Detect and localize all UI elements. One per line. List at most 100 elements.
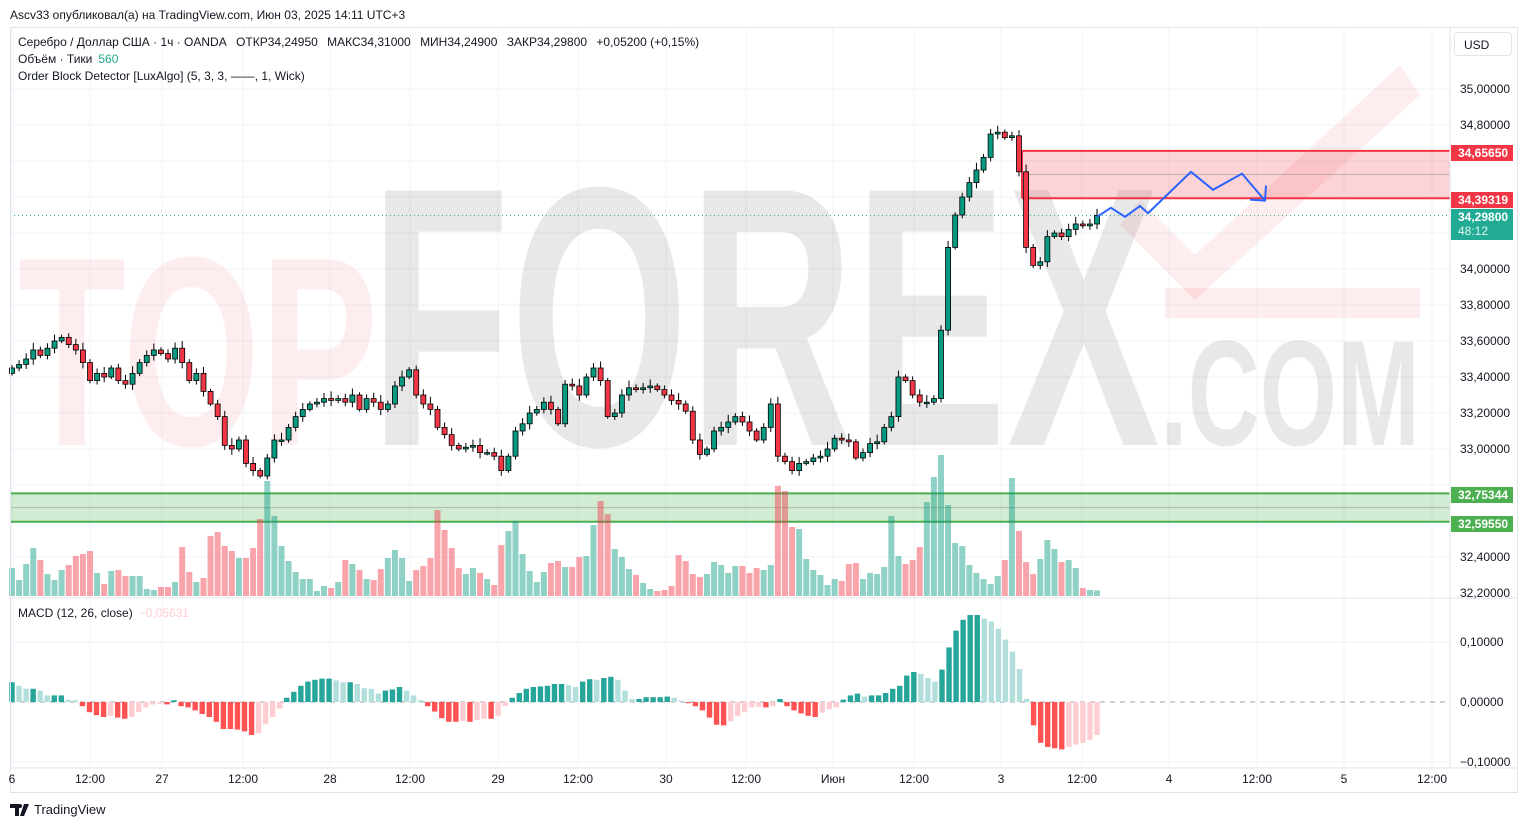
candle (505, 453, 512, 473)
macd-legend: MACD (12, 26, close) −0,05631 (18, 606, 195, 620)
candle-body (675, 399, 682, 405)
currency-button[interactable]: USD (1454, 32, 1512, 56)
candle (448, 428, 455, 451)
volume-bar (491, 585, 498, 596)
candle (434, 405, 441, 431)
candle (101, 366, 108, 383)
candle-body (179, 347, 186, 364)
volume-bar (576, 557, 583, 596)
candle-body (129, 372, 136, 385)
volume-bar (774, 486, 781, 596)
volume-bar (285, 561, 292, 596)
candle (65, 333, 72, 348)
candle (732, 413, 739, 425)
candle (200, 366, 207, 397)
volume-bar (682, 561, 689, 596)
macd-bar (453, 702, 459, 722)
candle (136, 359, 143, 377)
candle (186, 359, 193, 384)
indicator-legend[interactable]: Order Block Detector [LuxAlgo] (5, 3, 3,… (18, 69, 305, 83)
macd-bar (157, 702, 163, 704)
candle-body (597, 367, 604, 382)
candle (37, 346, 44, 359)
macd-bar (530, 687, 537, 702)
volume-bar (72, 556, 79, 596)
macd-label[interactable]: MACD (12, 26, close) (18, 606, 133, 620)
macd-bar (932, 681, 938, 702)
volume-bar (987, 584, 994, 596)
tradingview-logo[interactable]: TradingView (10, 802, 106, 817)
macd-bar (622, 690, 628, 702)
candle-body (654, 385, 661, 390)
candle (597, 361, 604, 386)
macd-bar (1087, 702, 1093, 740)
macd-tick: −0,10000 (1460, 755, 1511, 769)
symbol-name[interactable]: Серебро / Доллар США · 1ч · OANDA (18, 35, 227, 49)
candle (980, 153, 987, 173)
candle-body (661, 389, 668, 396)
candle (328, 391, 335, 407)
volume-bar (739, 566, 746, 596)
candle-body (852, 441, 859, 459)
volume-bar (654, 591, 661, 596)
macd-bar (446, 702, 452, 722)
candle (803, 458, 810, 466)
macd-bar (699, 702, 706, 711)
volume-bar (1058, 562, 1065, 596)
candle-body (292, 416, 299, 428)
volume-bar (540, 572, 547, 596)
volume-bar (696, 577, 703, 596)
candle-body (136, 362, 143, 374)
macd-bar (939, 669, 945, 702)
volume-bar (732, 566, 739, 596)
candle-body (87, 362, 93, 382)
candle-body (448, 434, 455, 446)
macd-bar (164, 702, 170, 705)
macd-bar (269, 702, 276, 717)
volume-bar (342, 560, 349, 596)
candle (370, 392, 377, 407)
macd-bar (1037, 702, 1044, 743)
volume-bar (505, 531, 512, 596)
candle-body (406, 369, 413, 378)
macd-bar (206, 702, 212, 717)
candle-body (101, 372, 108, 378)
candle (512, 426, 519, 460)
candle-body (200, 372, 207, 392)
candle (647, 379, 654, 393)
candle-body (959, 196, 966, 216)
volume-bar (916, 547, 923, 596)
price-tick: 33,20000 (1460, 406, 1511, 420)
candle (533, 405, 540, 416)
candle-body (399, 376, 405, 387)
volume-bar (94, 573, 101, 596)
macd-bar (9, 682, 15, 702)
candle (966, 176, 973, 202)
candle-body (753, 430, 760, 441)
candle-body (214, 403, 221, 418)
volume-bar (597, 501, 604, 596)
candle-body (108, 367, 115, 378)
volume-bar (1051, 549, 1058, 596)
volume-bar (186, 572, 193, 596)
macd-bar (671, 697, 677, 702)
candle-body (874, 441, 881, 444)
candle-body (966, 182, 973, 198)
macd-bar (234, 702, 241, 730)
macd-bar (1016, 669, 1023, 702)
macd-bar (1052, 702, 1058, 749)
candle (661, 385, 668, 399)
volume-bar (264, 481, 271, 596)
volume-label[interactable]: Объём · Тики (18, 52, 93, 66)
candle-body (80, 349, 86, 364)
candle (1051, 230, 1058, 239)
macd-bar (107, 702, 114, 716)
candle (817, 450, 824, 463)
candle-body (44, 347, 51, 356)
candle (711, 426, 717, 453)
time-tick: 3 (997, 772, 1005, 786)
candle (363, 394, 370, 413)
volume-bar (583, 556, 590, 596)
candle-body (945, 246, 951, 331)
